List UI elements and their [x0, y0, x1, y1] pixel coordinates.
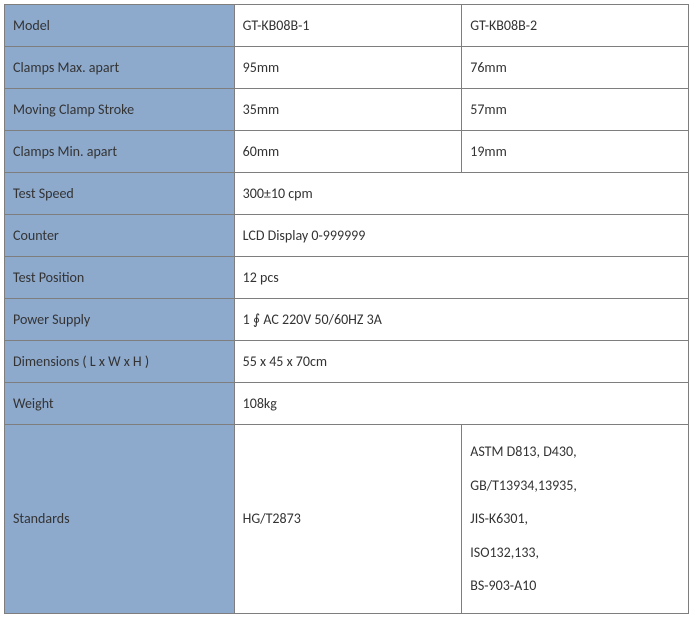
label-counter: Counter [5, 215, 235, 257]
table-row: Test Speed 300±10 cpm [5, 173, 689, 215]
spec-table: Model GT-KB08B-1 GT-KB08B-2 Clamps Max. … [4, 4, 689, 614]
label-clamps-min: Clamps Min. apart [5, 131, 235, 173]
table-row: Clamps Max. apart 95mm 76mm [5, 47, 689, 89]
label-model: Model [5, 5, 235, 47]
label-standards: Standards [5, 425, 235, 614]
value-test-position: 12 pcs [234, 257, 688, 299]
value-model-1: GT-KB08B-1 [234, 5, 462, 47]
value-model-2: GT-KB08B-2 [462, 5, 689, 47]
table-row: Power Supply 1 ∮ AC 220V 50/60HZ 3A [5, 299, 689, 341]
value-clamps-max-1: 95mm [234, 47, 462, 89]
table-row: Model GT-KB08B-1 GT-KB08B-2 [5, 5, 689, 47]
table-row: Test Position 12 pcs [5, 257, 689, 299]
value-clamps-min-1: 60mm [234, 131, 462, 173]
value-stroke-1: 35mm [234, 89, 462, 131]
label-clamps-max: Clamps Max. apart [5, 47, 235, 89]
value-standards-2: ASTM D813, D430,GB/T13934,13935,JIS-K630… [462, 425, 689, 614]
value-weight: 108kg [234, 383, 688, 425]
value-clamps-max-2: 76mm [462, 47, 689, 89]
label-weight: Weight [5, 383, 235, 425]
table-row: Counter LCD Display 0-999999 [5, 215, 689, 257]
label-test-position: Test Position [5, 257, 235, 299]
value-dimensions: 55 x 45 x 70cm [234, 341, 688, 383]
value-standards-1: HG/T2873 [234, 425, 462, 614]
standards-line: ASTM D813, D430, [470, 435, 680, 469]
label-power-supply: Power Supply [5, 299, 235, 341]
label-stroke: Moving Clamp Stroke [5, 89, 235, 131]
standards-line: JIS-K6301, [470, 502, 680, 536]
standards-line: BS-903-A10 [470, 569, 680, 603]
value-clamps-min-2: 19mm [462, 131, 689, 173]
table-row: Moving Clamp Stroke 35mm 57mm [5, 89, 689, 131]
table-row: Dimensions ( L x W x H ) 55 x 45 x 70cm [5, 341, 689, 383]
value-power-supply: 1 ∮ AC 220V 50/60HZ 3A [234, 299, 688, 341]
value-stroke-2: 57mm [462, 89, 689, 131]
label-test-speed: Test Speed [5, 173, 235, 215]
standards-line: GB/T13934,13935, [470, 469, 680, 503]
table-row: Weight 108kg [5, 383, 689, 425]
value-test-speed: 300±10 cpm [234, 173, 688, 215]
table-row: Clamps Min. apart 60mm 19mm [5, 131, 689, 173]
value-counter: LCD Display 0-999999 [234, 215, 688, 257]
standards-line: ISO132,133, [470, 536, 680, 570]
label-dimensions: Dimensions ( L x W x H ) [5, 341, 235, 383]
table-row: Standards HG/T2873 ASTM D813, D430,GB/T1… [5, 425, 689, 614]
spec-table-body: Model GT-KB08B-1 GT-KB08B-2 Clamps Max. … [5, 5, 689, 614]
